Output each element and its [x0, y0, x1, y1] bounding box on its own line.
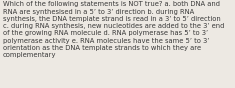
Text: Which of the following statements is NOT true? a. both DNA and
RNA are synthesis: Which of the following statements is NOT… — [3, 1, 224, 58]
